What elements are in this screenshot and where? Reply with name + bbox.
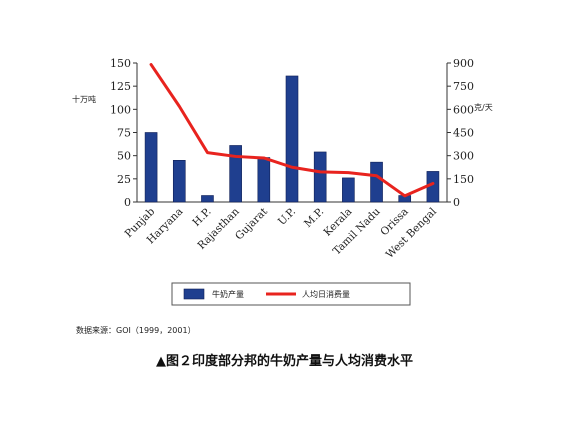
bar bbox=[370, 161, 383, 203]
bar bbox=[285, 75, 299, 203]
bar bbox=[229, 145, 242, 203]
right-tick-label: 750 bbox=[453, 80, 474, 93]
category-label: U.P. bbox=[276, 206, 298, 228]
bar bbox=[257, 157, 271, 203]
right-tick-label: 450 bbox=[453, 127, 474, 140]
left-tick-label: 125 bbox=[110, 80, 131, 93]
category-label: Gujarat bbox=[233, 205, 270, 242]
category-label: West Bengal bbox=[384, 205, 440, 261]
left-axis-unit: 十万吨 bbox=[72, 94, 96, 104]
left-tick-label: 150 bbox=[110, 57, 131, 70]
right-tick-label: 300 bbox=[453, 150, 474, 163]
left-tick-label: 75 bbox=[117, 127, 131, 140]
right-tick-label: 600 bbox=[453, 103, 474, 116]
source-note: 数据来源：GOI（1999，2001） bbox=[76, 326, 196, 335]
left-tick-label: 50 bbox=[117, 150, 131, 163]
left-tick-label: 100 bbox=[110, 103, 131, 116]
right-tick-label: 0 bbox=[453, 196, 460, 209]
consumption-line bbox=[149, 63, 435, 198]
legend-bar-swatch bbox=[183, 288, 205, 300]
legend-line-label: 人均日消费量 bbox=[302, 289, 350, 299]
bar bbox=[201, 195, 214, 203]
bar bbox=[144, 132, 158, 203]
bar bbox=[342, 177, 355, 203]
right-tick-label: 900 bbox=[453, 57, 474, 70]
legend: 牛奶产量 人均日消费量 bbox=[171, 282, 411, 306]
right-tick-label: 150 bbox=[453, 173, 474, 186]
legend-bar-label: 牛奶产量 bbox=[212, 289, 244, 299]
bar bbox=[172, 160, 186, 203]
category-label: M.P. bbox=[302, 206, 326, 230]
category-label: H.P. bbox=[190, 206, 213, 229]
left-tick-label: 25 bbox=[117, 173, 131, 186]
bar bbox=[313, 151, 327, 203]
figure-caption: ▲图２印度部分邦的牛奶产量与人均消费水平 bbox=[156, 354, 413, 369]
left-tick-label: 0 bbox=[124, 196, 131, 209]
right-axis-unit: 克/天 bbox=[474, 103, 493, 112]
